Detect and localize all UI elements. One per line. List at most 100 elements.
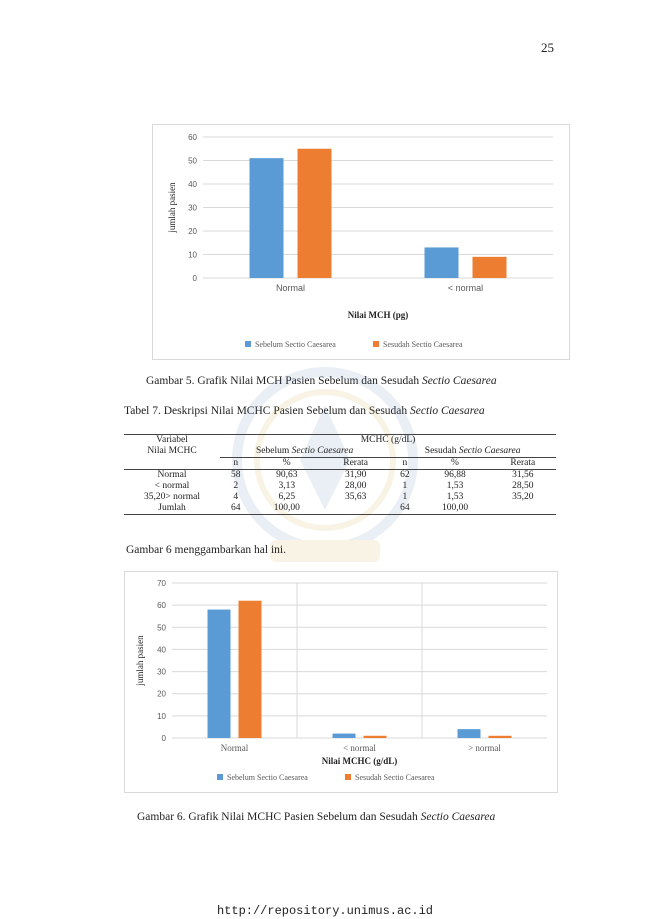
body-paragraph: Gambar 6 menggambarkan hal ini.: [126, 544, 286, 556]
y-axis-label: jumlah pasien: [135, 635, 145, 687]
header-before-italic: Sectio Caesarea: [291, 446, 354, 456]
cell-pct-before: 6,25: [278, 492, 296, 502]
cell-pct-after: 1,53: [446, 492, 464, 502]
col-n-after: n: [389, 457, 421, 470]
y-tick-label: 50: [157, 623, 166, 632]
bar-before: [249, 158, 284, 278]
y-tick-label: 20: [188, 227, 197, 236]
cell-mean-after: [489, 503, 556, 515]
figure-6-caption-text: Gambar 6. Grafik Nilai MCHC Pasien Sebel…: [137, 811, 421, 823]
col-pct-after: %: [420, 457, 490, 470]
cell-n-after: 64: [389, 503, 421, 515]
cell-pct-after: 96,88: [444, 470, 466, 480]
bar-after: [297, 148, 332, 278]
table-row: < normal 2 3,13 28,00 1 1,53 28,50: [124, 481, 556, 492]
legend-entry: Sesudah Sectio Caesarea: [383, 340, 463, 349]
header-before: Sebelum Sectio Caesarea: [220, 446, 390, 458]
row-label: 35,20> normal: [143, 492, 201, 502]
y-tick-label: 30: [157, 668, 166, 677]
legend-entry: Sebelum Sectio Caesarea: [255, 340, 336, 349]
header-after-italic: Sectio Caesarea: [458, 446, 521, 456]
legend-swatch: [245, 341, 251, 347]
header-before-text: Sebelum: [256, 446, 292, 456]
table-7-title-text: Tabel 7. Deskripsi Nilai MCHC Pasien Seb…: [124, 405, 411, 417]
mchc-chart-svg: 0 10 20 30 40 50 60 70 Normal < normal > normal Nil…: [135, 579, 547, 782]
legend-swatch: [217, 774, 223, 780]
cell-mean-before: 31,90: [344, 470, 367, 480]
x-tick-label: Normal: [221, 743, 249, 753]
mch-chart: 0 10 20 30 40 50 60 Normal < normal Nilai MCH (pg…: [152, 124, 570, 360]
bar-after: [238, 600, 262, 738]
cell-n-before: 64: [220, 503, 252, 515]
y-tick-label: 20: [157, 690, 166, 699]
figure-6-caption: Gambar 6. Grafik Nilai MCHC Pasien Sebel…: [137, 811, 495, 823]
y-tick-label: 40: [157, 645, 166, 654]
col-mean-after: Rerata: [489, 457, 556, 470]
y-axis-label: jumlah pasien: [167, 182, 177, 234]
mchc-chart: 0 10 20 30 40 50 60 70 Normal < normal > normal Nil…: [124, 571, 558, 793]
mch-chart-svg: 0 10 20 30 40 50 60 Normal < normal Nilai MCH (pg…: [167, 133, 553, 349]
x-tick-label: < normal: [448, 283, 483, 293]
col-mean-before: Rerata: [321, 457, 390, 470]
table-7-title: Tabel 7. Deskripsi Nilai MCHC Pasien Seb…: [124, 405, 485, 417]
legend-swatch: [345, 774, 351, 780]
y-tick-label: 60: [157, 601, 166, 610]
cell-n-before: 2: [233, 481, 239, 491]
x-tick-label: Normal: [276, 283, 305, 293]
x-axis-label: Nilai MCH (pg): [348, 310, 409, 320]
cell-mean-before: 28,00: [344, 481, 367, 491]
bar-before: [207, 609, 231, 738]
bar-before: [457, 729, 481, 738]
figure-5-caption: Gambar 5. Grafik Nilai MCH Pasien Sebelu…: [146, 375, 497, 387]
mchc-description-table: Variabel MCHC (g/dL) Nilai MCHC Sebelum …: [124, 434, 556, 515]
row-label: Jumlah: [124, 503, 220, 515]
cell-pct-before: 3,13: [278, 481, 296, 491]
cell-n-after: 1: [402, 492, 408, 502]
table-7-title-italic: Sectio Caesarea: [410, 405, 485, 417]
x-tick-label: > normal: [468, 743, 501, 753]
bar-after: [363, 735, 387, 738]
cell-mean-after: 28,50: [512, 481, 534, 491]
bar-after: [472, 256, 507, 278]
header-variable-1: Variabel: [124, 434, 220, 446]
y-tick-label: 10: [188, 251, 197, 260]
cell-mean-before: 35,63: [344, 492, 367, 502]
legend-swatch: [373, 341, 379, 347]
y-tick-label: 10: [157, 712, 166, 721]
y-tick-label: 0: [162, 734, 167, 743]
cell-n-after: 1: [402, 481, 408, 491]
bar-before: [424, 247, 459, 278]
y-tick-label: 40: [188, 180, 197, 189]
figure-5-caption-text: Gambar 5. Grafik Nilai MCH Pasien Sebelu…: [146, 375, 422, 387]
cell-pct-after: 1,53: [446, 481, 464, 491]
y-tick-label: 70: [157, 579, 166, 588]
header-after: Sesudah Sectio Caesarea: [389, 446, 556, 458]
col-n-before: n: [220, 457, 252, 470]
y-tick-label: 0: [193, 274, 198, 283]
repository-url[interactable]: http://repository.unimus.ac.id: [216, 904, 434, 918]
cell-n-before: 58: [231, 470, 241, 480]
page-number: 25: [541, 40, 554, 55]
figure-6-caption-italic: Sectio Caesarea: [420, 811, 496, 823]
table-row: Normal 58 90,63 31,90 62 96,88 31,56: [124, 470, 556, 482]
legend-entry: Sesudah Sectio Caesarea: [355, 773, 435, 782]
y-tick-label: 50: [188, 157, 197, 166]
y-tick-label: 30: [188, 204, 197, 213]
cell-n-before: 4: [233, 492, 239, 502]
legend-entry: Sebelum Sectio Caesarea: [227, 773, 308, 782]
figure-5-caption-italic: Sectio Caesarea: [421, 375, 497, 387]
bar-after: [488, 735, 512, 738]
bar-before: [332, 733, 356, 738]
table-row: Jumlah 64 100,00 64 100,00: [124, 503, 556, 515]
x-tick-label: < normal: [343, 743, 376, 753]
header-group: MCHC (g/dL): [220, 434, 556, 446]
cell-mean-after: 31,56: [512, 470, 534, 480]
header-after-text: Sesudah: [424, 446, 459, 456]
header-variable-2: Nilai MCHC: [147, 446, 197, 457]
row-label: Normal: [157, 470, 187, 480]
cell-n-after: 62: [400, 470, 410, 480]
cell-pct-after: 100,00: [420, 503, 490, 515]
y-tick-label: 60: [188, 133, 197, 142]
cell-pct-before: 100,00: [251, 503, 322, 515]
table-row: 35,20> normal 4 6,25 35,63 1 1,53 35,20: [124, 492, 556, 503]
